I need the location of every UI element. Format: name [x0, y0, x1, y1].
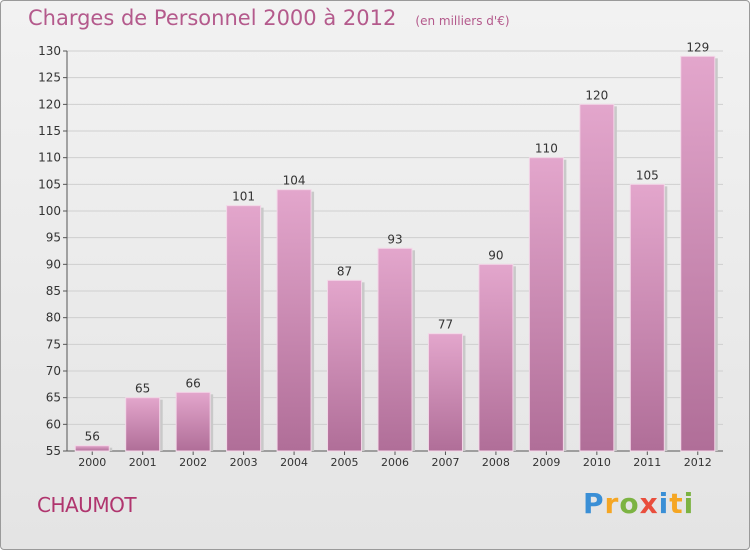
x-tick-label: 2003: [230, 456, 258, 469]
x-tick-label: 2004: [280, 456, 308, 469]
bar: [680, 55, 716, 452]
data-label: 90: [488, 248, 503, 262]
x-tick-label: 2007: [431, 456, 459, 469]
logo-letter: r: [604, 487, 620, 520]
y-tick-label: 75: [46, 337, 61, 351]
x-tick-label: 2001: [129, 456, 157, 469]
x-tick-label: 2010: [583, 456, 611, 469]
data-label: 101: [232, 190, 255, 204]
data-label: 66: [186, 376, 201, 390]
bars: [74, 55, 718, 452]
logo-letter: i: [658, 487, 670, 520]
y-tick-label: 60: [46, 417, 61, 431]
y-tick-label: 130: [38, 44, 61, 58]
labels: 55 60 65 70 75 80 85 90 95 100 105 110 115 120 125 130 5…: [38, 40, 712, 469]
y-tick-label: 55: [46, 444, 61, 458]
data-label: 129: [686, 40, 709, 54]
bar: [226, 205, 262, 452]
commune-name: CHAUMOT: [37, 493, 137, 517]
chart-subtitle: (en milliers d'€): [415, 14, 510, 28]
chart-title-block: Charges de Personnel 2000 à 2012 (en mil…: [28, 6, 510, 30]
y-tick-label: 120: [38, 97, 61, 111]
y-tick-label: 85: [46, 284, 61, 298]
x-tick-label: 2008: [482, 456, 510, 469]
chart-title: Charges de Personnel 2000 à 2012: [28, 6, 397, 30]
data-label: 105: [636, 168, 659, 182]
data-label: 56: [85, 430, 100, 444]
data-label: 110: [535, 142, 558, 156]
logo-letter: t: [669, 487, 684, 520]
logo-letter: x: [639, 487, 659, 520]
bar: [629, 183, 665, 452]
bar: [327, 279, 363, 452]
y-tick-label: 100: [38, 204, 61, 218]
data-label: 77: [438, 318, 453, 332]
proxiti-logo: Proxiti: [583, 487, 694, 520]
y-tick-label: 90: [46, 257, 61, 271]
y-tick-label: 95: [46, 231, 61, 245]
data-label: 87: [337, 264, 352, 278]
data-label: 65: [135, 382, 150, 396]
y-tick-label: 110: [38, 151, 61, 165]
bar: [74, 445, 110, 452]
y-tick-label: 70: [46, 364, 61, 378]
bar: [579, 103, 615, 452]
bar: [528, 157, 564, 452]
y-tick-label: 125: [38, 71, 61, 85]
bar: [427, 333, 463, 452]
x-tick-label: 2005: [331, 456, 359, 469]
logo-letter: P: [583, 487, 605, 520]
x-tick-label: 2012: [684, 456, 712, 469]
x-tick-label: 2011: [633, 456, 661, 469]
bar: [125, 397, 161, 452]
bar: [377, 247, 413, 452]
x-tick-label: 2006: [381, 456, 409, 469]
logo-letter: o: [619, 487, 640, 520]
bar: [276, 189, 312, 452]
x-tick-label: 2002: [179, 456, 207, 469]
bar: [175, 391, 211, 452]
data-label: 104: [283, 174, 306, 188]
bar: [478, 263, 514, 452]
data-label: 93: [387, 232, 402, 246]
data-label: 120: [585, 88, 608, 102]
x-tick-label: 2000: [78, 456, 106, 469]
y-tick-label: 65: [46, 391, 61, 405]
y-tick-label: 80: [46, 311, 61, 325]
y-tick-label: 105: [38, 177, 61, 191]
x-tick-label: 2009: [532, 456, 560, 469]
logo-letter: i: [683, 487, 695, 520]
y-tick-label: 115: [38, 124, 61, 138]
